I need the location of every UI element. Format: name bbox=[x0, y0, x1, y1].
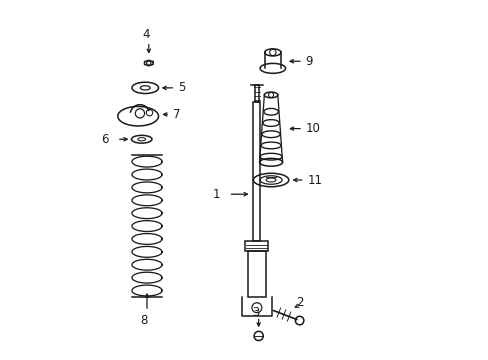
Text: 6: 6 bbox=[101, 133, 108, 146]
Text: 8: 8 bbox=[140, 314, 147, 327]
Bar bbox=[254, 85, 259, 102]
Text: 7: 7 bbox=[172, 108, 180, 121]
Text: 11: 11 bbox=[306, 174, 322, 186]
Bar bbox=[245, 241, 268, 251]
Text: 1: 1 bbox=[212, 188, 220, 201]
Bar bbox=[247, 251, 265, 297]
Text: 9: 9 bbox=[305, 55, 312, 68]
Text: 3: 3 bbox=[252, 306, 259, 319]
Text: 4: 4 bbox=[142, 28, 149, 41]
Text: 5: 5 bbox=[178, 81, 185, 94]
Bar bbox=[253, 102, 260, 241]
Text: 2: 2 bbox=[296, 296, 304, 309]
Text: 10: 10 bbox=[305, 122, 320, 135]
